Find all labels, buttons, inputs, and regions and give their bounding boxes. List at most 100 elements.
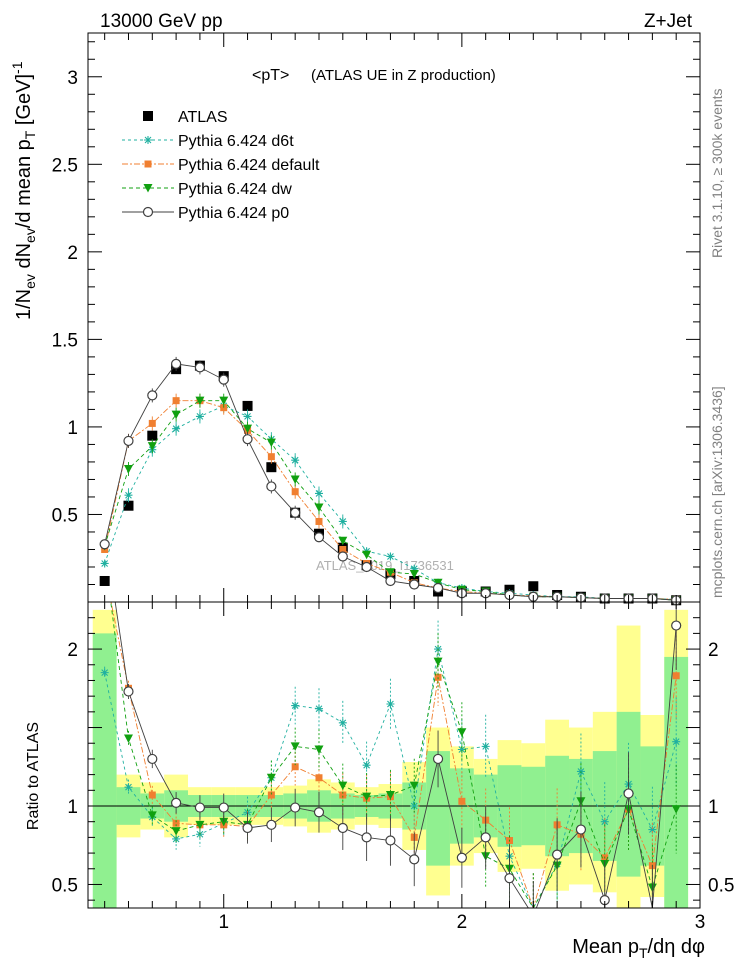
rivet-label: Rivet 3.1.10, ≥ 300k events — [709, 88, 725, 258]
legend-marker-d6t — [144, 136, 152, 144]
main-point-d6t-8 — [291, 456, 300, 465]
legend-entry-p0: Pythia 6.424 p0 — [122, 205, 289, 222]
main-point-d6t-3 — [172, 424, 181, 433]
ratio-point-dw-4 — [195, 820, 205, 830]
legend-entry-dw: Pythia 6.424 dw — [122, 181, 292, 198]
ratio-ytick-label-right: 2 — [708, 640, 719, 661]
ratio-point-dw-9 — [314, 745, 324, 755]
ratio-point-default-15 — [458, 797, 466, 805]
main-point-default-10 — [339, 545, 347, 553]
ratio-point-default-7 — [267, 791, 275, 799]
main-ytick-label: 3 — [67, 68, 78, 89]
main-point-atlas-0 — [99, 575, 110, 586]
ratio-y-axis-title: Ratio to ATLAS — [25, 722, 42, 830]
ratio-point-p0-4 — [194, 802, 206, 813]
main-ytick-label: 0.5 — [52, 505, 78, 526]
main-point-dw-2 — [147, 442, 157, 451]
main-point-default-7 — [267, 453, 275, 461]
main-point-p0-14 — [432, 582, 444, 594]
band-green-14 — [426, 751, 450, 866]
main-point-d6t-9 — [314, 489, 323, 498]
process-label: Z+Jet — [644, 11, 693, 32]
main-series-dw — [100, 393, 681, 605]
main-ytick-label: 1 — [67, 418, 78, 439]
main-point-default-9 — [315, 517, 323, 525]
legend-label-default: Pythia 6.424 default — [178, 157, 320, 174]
main-point-d6t-13 — [410, 564, 419, 573]
ratio-point-default-8 — [291, 763, 299, 771]
main-point-d6t-0 — [100, 559, 109, 568]
main-point-p0-5 — [218, 374, 229, 385]
main-point-dw-5 — [219, 396, 229, 406]
legend-entry-default: Pythia 6.424 default — [122, 157, 320, 174]
ratio-point-p0-3 — [171, 797, 182, 808]
ratio-point-d6t-10 — [338, 718, 347, 727]
ratio-point-default-3 — [172, 819, 180, 827]
ratio-ytick-label: 1 — [67, 797, 78, 818]
legend-marker-atlas — [143, 111, 153, 121]
ratio-point-dw-8 — [290, 742, 300, 751]
ratio-point-dw-7 — [266, 773, 276, 783]
xtick-label: 2 — [457, 912, 468, 933]
ratio-point-d6t-23 — [648, 825, 657, 834]
main-point-dw-6 — [243, 424, 253, 434]
main-ytick-label: 2.5 — [52, 155, 78, 176]
main-point-dw-3 — [171, 410, 181, 420]
ratio-point-d6t-1 — [124, 783, 133, 792]
ratio-point-p0-16 — [480, 832, 491, 843]
ratio-point-default-24 — [672, 672, 680, 680]
ratio-point-p0-2 — [147, 753, 158, 765]
main-point-p0-1 — [123, 435, 134, 447]
ratio-point-d6t-21 — [600, 817, 609, 826]
main-point-atlas-7 — [266, 462, 277, 473]
main-point-dw-7 — [266, 438, 276, 448]
ratio-ytick-label: 2 — [67, 640, 78, 661]
ratio-point-dw-1 — [123, 734, 133, 744]
mcplots-label: mcplots.cern.ch [arXiv:1306.3436] — [709, 386, 725, 598]
ratio-point-default-9 — [315, 774, 323, 782]
svg-text:Mean pT/dη dφ: Mean pT/dη dφ — [572, 936, 705, 961]
ratio-point-p0-10 — [337, 822, 348, 834]
ratio-point-dw-10 — [338, 781, 348, 791]
main-point-p0-11 — [361, 561, 372, 573]
ratio-point-d6t-9 — [314, 704, 323, 713]
ratio-point-dw-11 — [362, 792, 372, 802]
ratio-point-p0-15 — [456, 852, 467, 863]
ratio-series-layer — [100, 602, 682, 908]
ratio-point-dw-24 — [671, 805, 681, 814]
ratio-ytick-label: 0.5 — [52, 875, 78, 896]
ratio-point-p0-19 — [552, 849, 563, 860]
ratio-point-p0-17 — [504, 873, 515, 884]
legend: ATLAS Pythia 6.424 d6t Pythia 6.424 defaul… — [122, 109, 320, 222]
main-point-default-8 — [291, 488, 299, 496]
main-point-atlas-2 — [147, 430, 158, 441]
plot-subtitle: (ATLAS UE in Z production) — [311, 67, 496, 84]
main-point-d6t-12 — [386, 552, 395, 561]
ratio-point-dw-2 — [147, 811, 157, 820]
ratio-point-p0-14 — [432, 753, 444, 765]
main-point-p0-13 — [409, 579, 420, 590]
main-point-d6t-10 — [338, 517, 347, 526]
main-point-atlas-6 — [242, 400, 253, 411]
ratio-point-p0-12 — [385, 835, 396, 846]
main-point-p0-3 — [171, 358, 182, 369]
main-point-p0-9 — [313, 532, 325, 543]
ratio-ytick-label-right: 1 — [708, 797, 719, 818]
ratio-point-dw-12 — [385, 791, 395, 800]
ratio-point-default-2 — [148, 791, 156, 799]
ratio-point-d6t-0 — [100, 668, 109, 677]
main-series-layer — [99, 356, 682, 606]
legend-marker-p0 — [142, 206, 154, 218]
main-point-dw-4 — [195, 396, 205, 406]
main-point-d6t-6 — [243, 412, 252, 421]
ratio-point-d6t-12 — [386, 700, 395, 708]
ratio-point-p0-9 — [313, 807, 325, 818]
legend-entry-d6t: Pythia 6.424 d6t — [122, 133, 294, 150]
ratio-point-p0-22 — [623, 788, 634, 799]
main-point-p0-4 — [194, 362, 206, 373]
main-point-p0-10 — [337, 551, 348, 562]
plot-title: <pT> — [252, 67, 289, 84]
ratio-point-p0-8 — [290, 802, 301, 813]
energy-label: 13000 GeV pp — [100, 11, 223, 32]
